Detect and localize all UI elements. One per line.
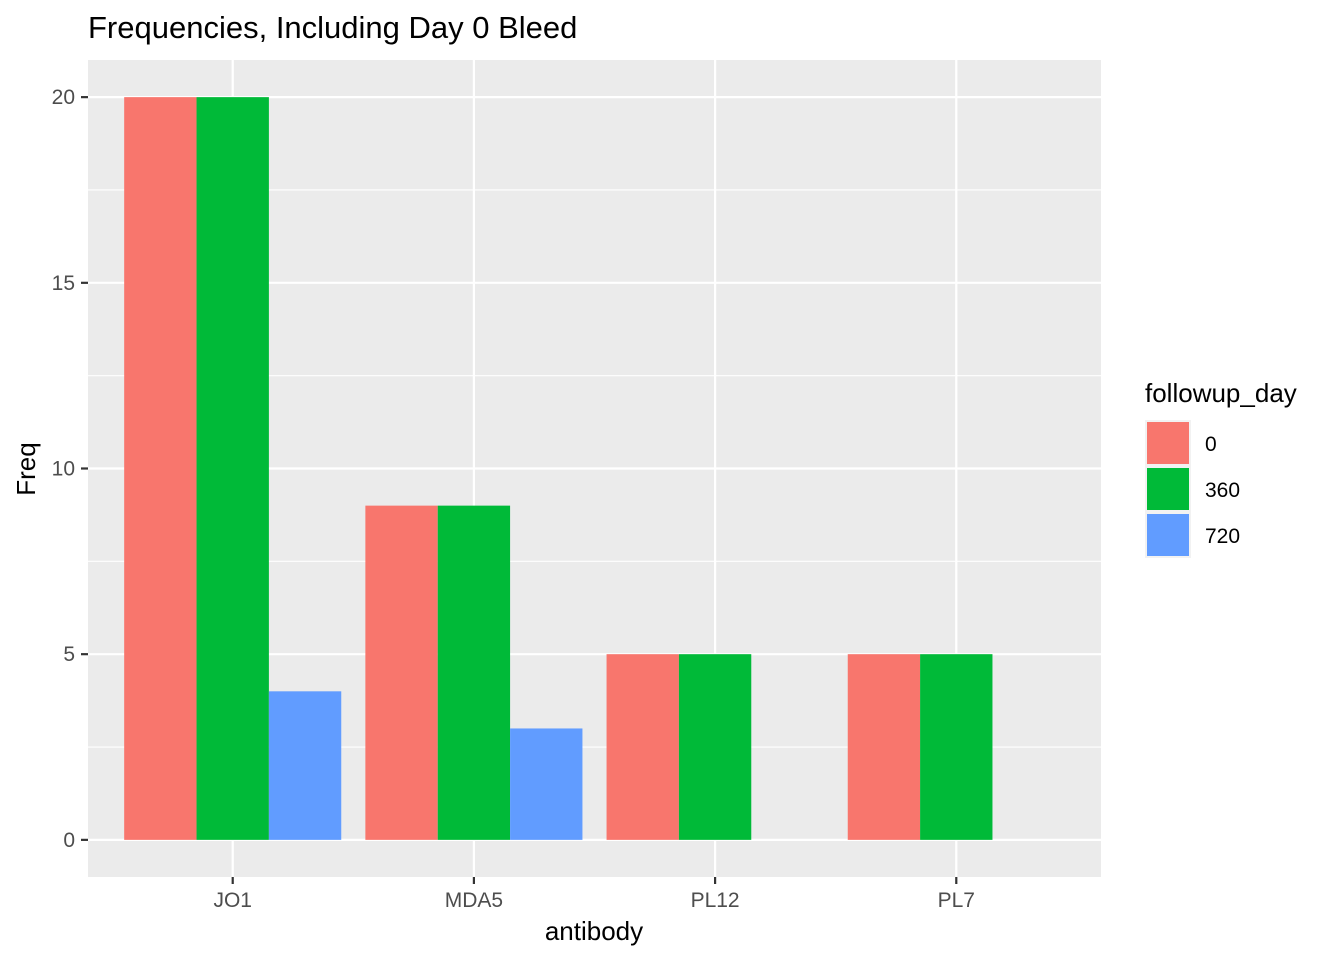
- y-tick-label: 10: [52, 458, 75, 481]
- bar-jo1-0: [124, 97, 197, 840]
- bar-mda5-0: [365, 505, 438, 840]
- bar-pl12-0: [606, 654, 679, 840]
- bar-jo1-360: [196, 97, 269, 840]
- bar-jo1-720: [268, 691, 342, 840]
- x-axis-title: antibody: [545, 916, 643, 946]
- bar-pl7-0: [847, 654, 921, 840]
- bar-pl7-360: [920, 654, 993, 840]
- y-tick-label: 20: [52, 86, 75, 109]
- legend-label: 720: [1205, 525, 1240, 548]
- bar-mda5-360: [437, 505, 511, 840]
- legend-key-swatch: [1147, 514, 1189, 556]
- bars: [124, 97, 993, 840]
- legend-key-swatch: [1147, 468, 1189, 510]
- y-tick-label: 5: [63, 643, 75, 666]
- legend-title: followup_day: [1145, 378, 1297, 408]
- x-axis: JO1 MDA5 PL12 PL7: [213, 877, 975, 912]
- bar-mda5-720: [510, 728, 583, 840]
- x-tick-label: MDA5: [445, 889, 503, 912]
- x-tick-label: PL12: [691, 889, 740, 912]
- legend-key-swatch: [1147, 422, 1189, 464]
- y-axis: 0 5 10 15 20: [52, 86, 88, 852]
- bar-pl12-360: [678, 654, 752, 840]
- legend: followup_day 0 360 720: [1145, 378, 1297, 558]
- x-tick-label: JO1: [213, 889, 252, 912]
- y-axis-title: Freq: [11, 442, 41, 495]
- y-tick-label: 0: [63, 829, 75, 852]
- x-tick-label: PL7: [938, 889, 975, 912]
- chart-title: Frequencies, Including Day 0 Bleed: [88, 10, 577, 45]
- legend-label: 360: [1205, 479, 1240, 502]
- y-tick-label: 15: [52, 272, 75, 295]
- legend-label: 0: [1205, 433, 1217, 456]
